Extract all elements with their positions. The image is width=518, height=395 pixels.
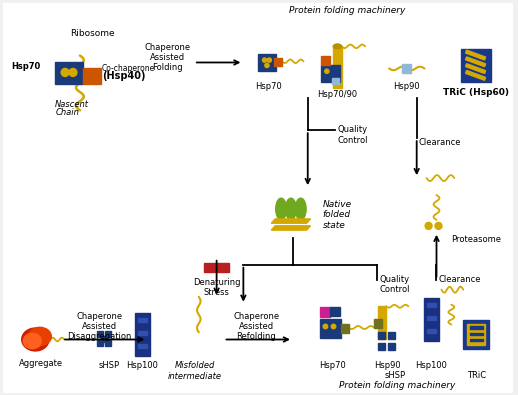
Bar — [378, 306, 386, 339]
Text: Hsp100: Hsp100 — [126, 361, 159, 371]
Ellipse shape — [276, 198, 286, 220]
Bar — [320, 320, 340, 338]
Polygon shape — [271, 219, 310, 223]
Text: Protein folding machinery: Protein folding machinery — [289, 6, 406, 15]
Text: Co-chaperone: Co-chaperone — [102, 64, 155, 73]
Bar — [105, 331, 111, 337]
Bar — [138, 344, 147, 348]
Circle shape — [263, 58, 267, 62]
Bar — [466, 57, 485, 67]
Text: Protein folding machinery: Protein folding machinery — [339, 381, 455, 390]
Bar — [333, 46, 341, 88]
Text: Chain: Chain — [55, 108, 79, 117]
Bar — [320, 307, 330, 317]
Text: Hsp70: Hsp70 — [11, 62, 40, 71]
Circle shape — [61, 68, 69, 76]
Bar — [461, 49, 491, 83]
Bar — [378, 332, 385, 339]
Text: sHSP: sHSP — [384, 371, 406, 380]
Bar — [374, 320, 382, 327]
Bar — [105, 340, 111, 346]
Bar — [330, 307, 340, 316]
Text: Ribosome: Ribosome — [70, 28, 114, 38]
Bar — [135, 313, 150, 356]
Text: Proteasome: Proteasome — [451, 235, 501, 244]
Bar — [470, 339, 483, 341]
Text: Nascent: Nascent — [55, 100, 89, 109]
Ellipse shape — [295, 198, 306, 220]
Bar — [101, 336, 107, 342]
Text: Native
folded
state: Native folded state — [323, 200, 352, 230]
Circle shape — [267, 58, 271, 62]
Bar — [274, 58, 282, 66]
Bar — [340, 324, 349, 333]
Text: Hsp70/90: Hsp70/90 — [318, 90, 357, 100]
Text: Chaperone
Assisted
Folding: Chaperone Assisted Folding — [144, 43, 190, 72]
Text: Hsp90: Hsp90 — [394, 83, 420, 91]
Text: (Hsp40): (Hsp40) — [102, 71, 145, 81]
Bar — [321, 56, 330, 65]
Text: Hsp70: Hsp70 — [255, 83, 281, 91]
Circle shape — [425, 222, 432, 229]
Bar — [378, 343, 385, 350]
Text: TRiC (Hsp60): TRiC (Hsp60) — [443, 88, 509, 98]
Bar — [427, 329, 436, 333]
Text: Misfolded
intermediate: Misfolded intermediate — [168, 361, 222, 381]
Text: TRiC: TRiC — [467, 371, 486, 380]
Circle shape — [323, 324, 328, 329]
Circle shape — [69, 68, 77, 76]
Bar — [466, 50, 485, 60]
Text: Clearance: Clearance — [438, 275, 481, 284]
Bar — [388, 332, 395, 339]
Text: sHSP: sHSP — [99, 361, 120, 371]
Bar — [257, 54, 277, 71]
Bar — [427, 303, 436, 307]
Text: Clearance: Clearance — [419, 138, 461, 147]
Ellipse shape — [333, 44, 341, 49]
Polygon shape — [271, 226, 310, 230]
Circle shape — [265, 63, 269, 68]
Bar — [138, 331, 147, 335]
Bar — [467, 324, 485, 345]
Bar — [55, 62, 83, 85]
Bar — [470, 333, 483, 335]
Bar — [470, 326, 483, 329]
Text: Hsp90: Hsp90 — [373, 361, 400, 371]
Text: Aggregate: Aggregate — [19, 359, 63, 369]
Bar — [466, 70, 485, 80]
Bar — [138, 318, 147, 322]
Bar — [466, 64, 485, 73]
Ellipse shape — [28, 327, 51, 346]
Text: Quality
Control: Quality Control — [379, 275, 410, 294]
Text: Chaperone
Assisted
Disaggregation: Chaperone Assisted Disaggregation — [67, 312, 132, 341]
Bar — [463, 320, 489, 349]
Ellipse shape — [22, 328, 49, 351]
Bar — [424, 298, 439, 341]
Text: Quality
Control: Quality Control — [337, 125, 368, 145]
Text: Hsp70: Hsp70 — [319, 361, 346, 371]
Text: Chaperone
Assisted
Refolding: Chaperone Assisted Refolding — [233, 312, 279, 341]
Bar — [97, 331, 103, 337]
Bar — [332, 78, 339, 84]
Circle shape — [435, 222, 442, 229]
Bar — [427, 316, 436, 320]
Circle shape — [325, 69, 329, 73]
Text: Hsp100: Hsp100 — [415, 361, 448, 371]
Bar — [402, 64, 411, 73]
Bar — [321, 65, 340, 82]
Bar — [388, 343, 395, 350]
Bar — [204, 263, 229, 272]
Ellipse shape — [23, 333, 41, 349]
Circle shape — [332, 324, 336, 329]
Bar — [83, 68, 100, 85]
Bar — [97, 340, 103, 346]
Text: Denaturing
Stress: Denaturing Stress — [193, 278, 240, 297]
Ellipse shape — [285, 198, 296, 220]
